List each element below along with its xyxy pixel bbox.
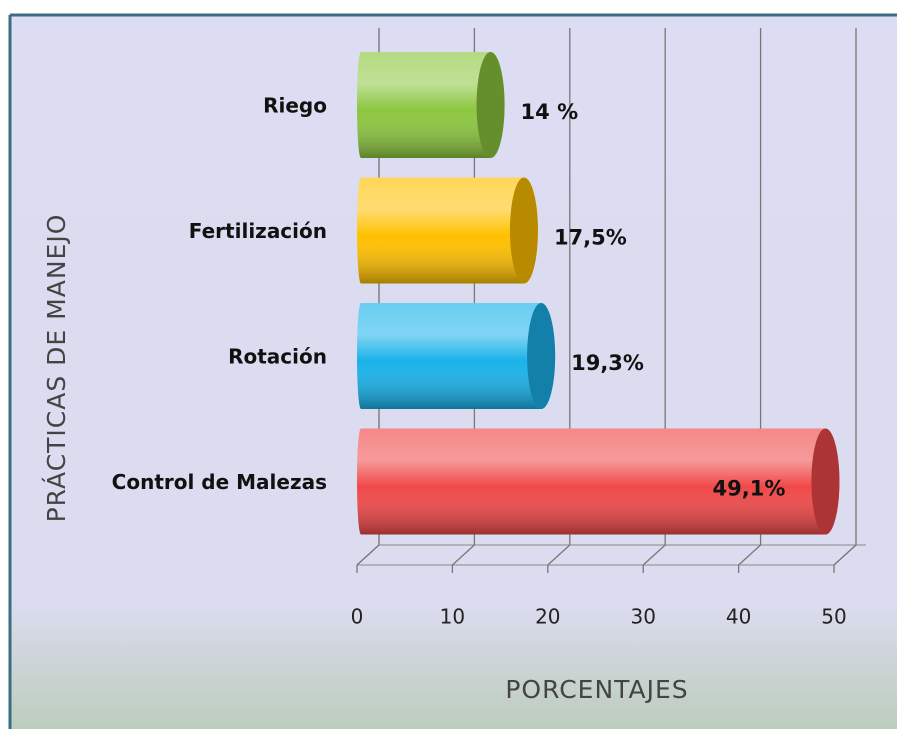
bar-cap: [509, 177, 538, 284]
value-label: 49,1%: [713, 477, 786, 501]
bar-shade: [357, 52, 505, 158]
category-label: Riego: [263, 94, 327, 118]
x-axis-title: PORCENTAJES: [505, 675, 688, 704]
x-tick-label: 40: [726, 605, 751, 629]
bar-shade: [357, 177, 538, 284]
value-label: 19,3%: [571, 351, 644, 375]
x-tick-label: 50: [821, 605, 846, 629]
category-label: Fertilización: [189, 219, 327, 243]
bar-cap: [527, 303, 556, 409]
bar-cap: [476, 52, 505, 158]
grid-line: [547, 28, 571, 566]
bar-cap: [811, 428, 840, 535]
category-label: Control de Malezas: [112, 470, 327, 494]
x-tick-label: 20: [535, 605, 560, 629]
bar-cap-shade: [527, 303, 556, 409]
y-axis-title: PRÁCTICAS DE MANEJO: [42, 214, 71, 523]
x-tick-label: 10: [440, 605, 465, 629]
value-label: 14 %: [521, 100, 579, 124]
grid-line: [833, 28, 857, 566]
grid-line: [738, 28, 762, 566]
plot: 0 10 20 30 40 50 Riego 14 % Fertilización 17,5% Ro…: [112, 28, 866, 629]
bar-cap-shade: [509, 177, 538, 284]
bar-cap-shade: [476, 52, 505, 158]
grid-line: [642, 28, 666, 566]
bar-cap-shade: [811, 428, 840, 535]
bar-shade: [357, 428, 840, 535]
x-tick-label: 30: [630, 605, 655, 629]
value-label: 17,5%: [554, 226, 627, 250]
category-label: Rotación: [228, 345, 327, 369]
bar-shade: [357, 303, 556, 409]
x-tick-label: 0: [351, 605, 364, 629]
